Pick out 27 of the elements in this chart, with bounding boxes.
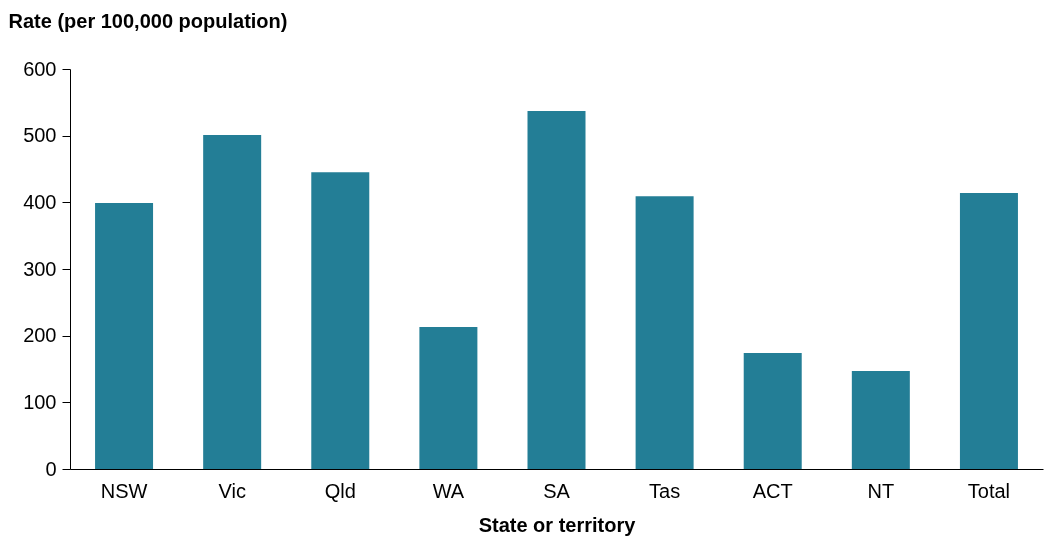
bar <box>419 327 478 469</box>
x-tick-label: NT <box>867 479 895 502</box>
x-tick-label: Vic <box>218 479 246 502</box>
x-tick-label: Total <box>967 479 1011 502</box>
bar <box>311 172 370 469</box>
y-tick-label: 200 <box>23 324 57 347</box>
y-tick-label: 300 <box>23 257 57 280</box>
y-axis-title: Rate (per 100,000 population) <box>8 9 288 32</box>
y-tick-label: 600 <box>23 57 57 80</box>
x-tick-label: Tas <box>649 479 681 502</box>
x-tick-label: WA <box>432 479 465 502</box>
bar <box>635 196 694 469</box>
y-tick-label: 400 <box>23 190 57 213</box>
x-tick-label: NSW <box>100 479 148 502</box>
bar <box>743 353 802 469</box>
bar <box>959 193 1018 469</box>
bar <box>95 203 154 469</box>
bar <box>851 371 910 469</box>
y-tick-label: 500 <box>23 124 57 147</box>
x-axis-title: State or territory <box>478 513 637 536</box>
bar <box>527 111 586 469</box>
bar <box>203 135 262 469</box>
x-tick-label: SA <box>543 479 571 502</box>
x-tick-label: ACT <box>752 479 793 502</box>
x-tick-label: Qld <box>324 479 356 502</box>
y-tick-label: 100 <box>23 390 57 413</box>
y-tick-label: 0 <box>45 457 57 480</box>
